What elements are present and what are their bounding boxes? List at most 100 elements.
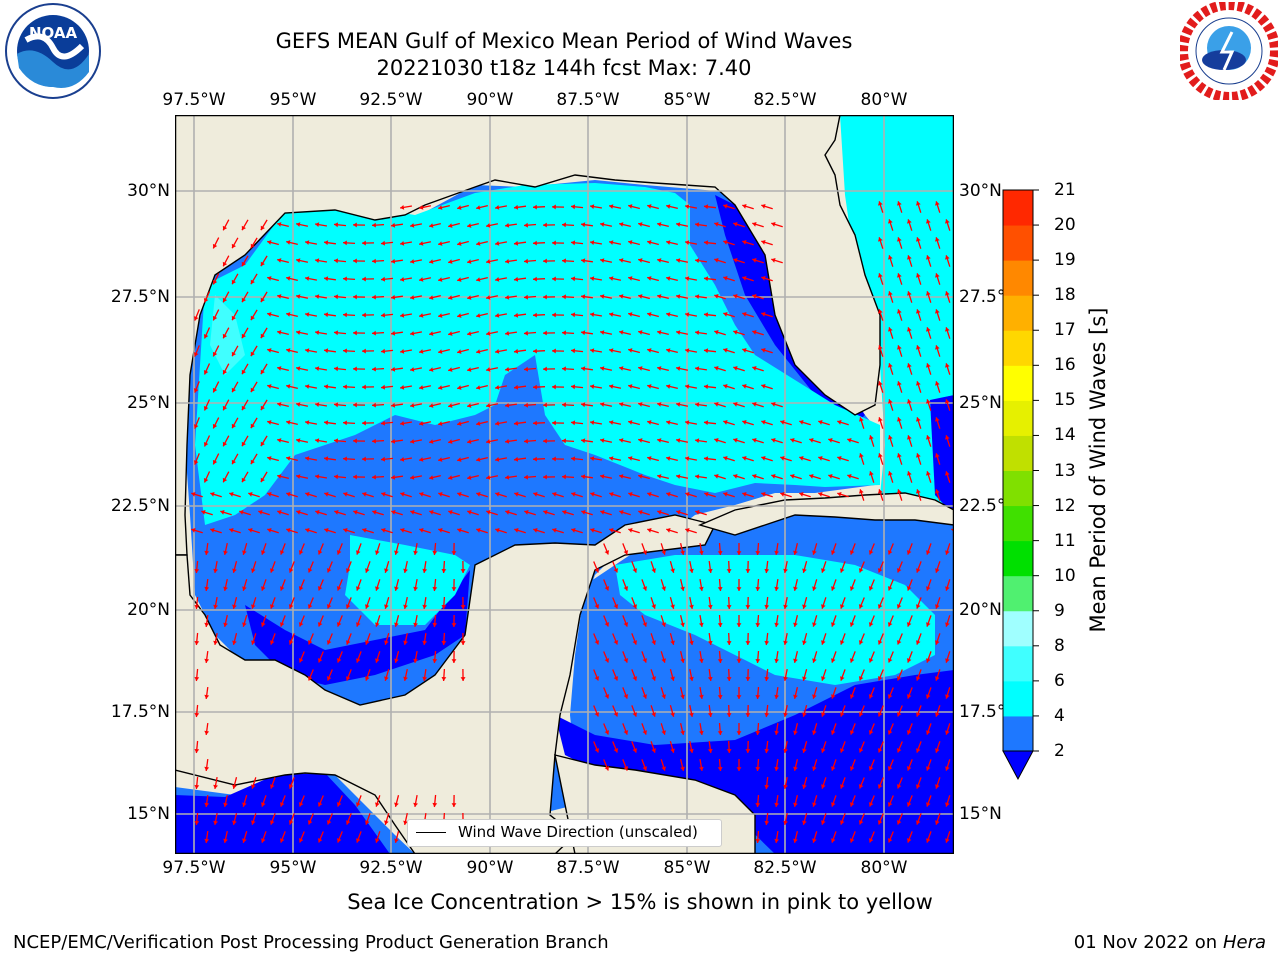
wave-direction-arrowhead [821, 676, 826, 681]
wave-direction-arrowhead [305, 420, 310, 425]
wave-direction-arrowhead [336, 802, 342, 807]
wave-direction-arrowhead [613, 604, 619, 609]
wave-direction-arrowhead [628, 276, 633, 281]
wave-direction-arrowhead [907, 327, 912, 332]
wave-direction-arrowhead [623, 730, 629, 735]
wave-direction-arrowhead [543, 474, 547, 480]
wave-direction-arrowhead [752, 258, 757, 263]
wave-direction-arrowhead [774, 550, 779, 555]
wave-direction-arrowhead [704, 348, 709, 354]
wave-direction-arrowhead [429, 331, 434, 336]
wave-direction-arrowhead [878, 381, 883, 386]
wave-direction-arrowhead [945, 694, 950, 699]
wave-direction-arrowhead [571, 348, 576, 354]
lat-label-right: 20°N [959, 600, 1002, 620]
wave-direction-arrowhead [858, 604, 864, 609]
wave-direction-arrowhead [315, 294, 320, 299]
wave-direction-arrowhead [305, 348, 310, 353]
wave-direction-arrowhead [384, 820, 389, 825]
wave-direction-arrowhead [907, 363, 912, 368]
wave-direction-arrowhead [280, 802, 285, 807]
wave-direction-arrowhead [897, 453, 902, 458]
wave-direction-arrowhead [783, 748, 788, 753]
wave-direction-arrowhead [581, 258, 586, 264]
wave-direction-arrowhead [552, 492, 557, 497]
wave-direction-arrowhead [260, 297, 265, 303]
wave-direction-arrowhead [935, 820, 940, 825]
wave-direction-arrowhead [261, 586, 266, 591]
wave-direction-arrowhead [362, 528, 367, 533]
wave-direction-arrowhead [761, 312, 766, 317]
colorbar-label: Mean Period of Wind Waves [s] [1086, 307, 1110, 633]
wave-direction-arrowhead [250, 423, 255, 429]
wave-direction-arrowhead [362, 492, 367, 497]
wave-direction-arrowhead [419, 205, 424, 210]
wave-direction-arrowhead [356, 550, 361, 555]
wave-direction-arrowhead [699, 550, 704, 555]
lon-label-top: 95°W [269, 90, 317, 110]
wave-direction-arrowhead [476, 205, 481, 210]
wave-direction-arrowhead [916, 309, 921, 314]
wave-direction-arrowhead [897, 345, 902, 350]
wave-direction-arrowhead [802, 568, 807, 573]
wave-direction-arrowhead [906, 766, 912, 771]
colorbar-tick-label: 21 [1054, 180, 1076, 200]
wave-direction-arrowhead [628, 240, 633, 245]
wave-direction-arrowhead [745, 605, 751, 609]
wave-direction-arrowhead [400, 349, 405, 354]
wave-direction-arrowhead [210, 528, 215, 533]
wave-direction-arrowhead [381, 276, 385, 282]
wave-direction-arrowhead [305, 240, 310, 245]
wave-direction-arrowhead [307, 604, 313, 609]
wave-direction-arrowhead [685, 312, 690, 317]
wave-direction-arrowhead [204, 838, 210, 843]
wave-direction-arrowhead [280, 550, 285, 555]
wave-direction-arrowhead [384, 604, 389, 609]
wave-direction-arrowhead [365, 640, 370, 645]
wave-direction-arrowhead [926, 399, 931, 404]
colorbar-segment [1003, 610, 1033, 647]
wave-direction-arrowhead [642, 622, 647, 627]
wave-direction-arrowhead [623, 550, 629, 555]
wave-direction-arrowhead [419, 349, 424, 354]
wave-direction-arrowhead [945, 291, 950, 296]
wave-direction-arrowhead [916, 201, 921, 206]
wave-direction-arrowhead [581, 438, 586, 444]
wave-direction-arrowhead [761, 204, 766, 209]
wave-direction-arrowhead [543, 366, 547, 372]
wave-direction-arrowhead [429, 439, 434, 444]
wave-direction-arrowhead [774, 766, 779, 771]
wave-direction-arrowhead [877, 568, 883, 573]
colorbar-tick-label: 19 [1054, 250, 1076, 271]
wave-direction-arrowhead [926, 435, 931, 440]
wave-direction-arrowhead [250, 315, 255, 321]
wave-direction-arrowhead [628, 348, 633, 353]
wave-direction-arrowhead [223, 838, 228, 843]
wave-direction-arrowhead [552, 240, 556, 246]
wave-direction-arrowhead [878, 345, 883, 350]
wave-direction-arrowhead [288, 640, 294, 645]
wave-direction-arrowhead [717, 695, 723, 699]
wave-direction-arrowhead [315, 258, 320, 263]
wave-direction-arrowhead [429, 295, 434, 300]
wave-direction-arrowhead [524, 402, 528, 408]
wave-direction-arrowhead [451, 659, 457, 663]
wave-direction-arrowhead [391, 438, 396, 444]
wave-direction-arrowhead [619, 222, 624, 227]
wave-direction-arrowhead [840, 784, 845, 789]
wave-direction-arrowhead [657, 222, 662, 227]
wave-direction-arrowhead [317, 550, 323, 555]
wave-direction-arrowhead [638, 330, 643, 335]
wave-direction-arrowhead [317, 838, 323, 843]
wave-direction-arrowhead [400, 277, 405, 282]
wave-direction-arrowhead [231, 315, 236, 321]
wave-direction-arrowhead [270, 784, 275, 789]
footer-credit: NCEP/EMC/Verification Post Processing Pr… [13, 932, 609, 953]
wave-direction-arrowhead [384, 640, 389, 645]
wave-direction-arrowhead [935, 676, 940, 681]
wave-direction-arrowhead [685, 204, 690, 209]
wave-direction-arrowhead [552, 204, 556, 210]
wave-direction-arrowhead [869, 471, 874, 476]
wave-direction-arrowhead [381, 456, 385, 462]
wave-direction-arrowhead [849, 766, 855, 771]
